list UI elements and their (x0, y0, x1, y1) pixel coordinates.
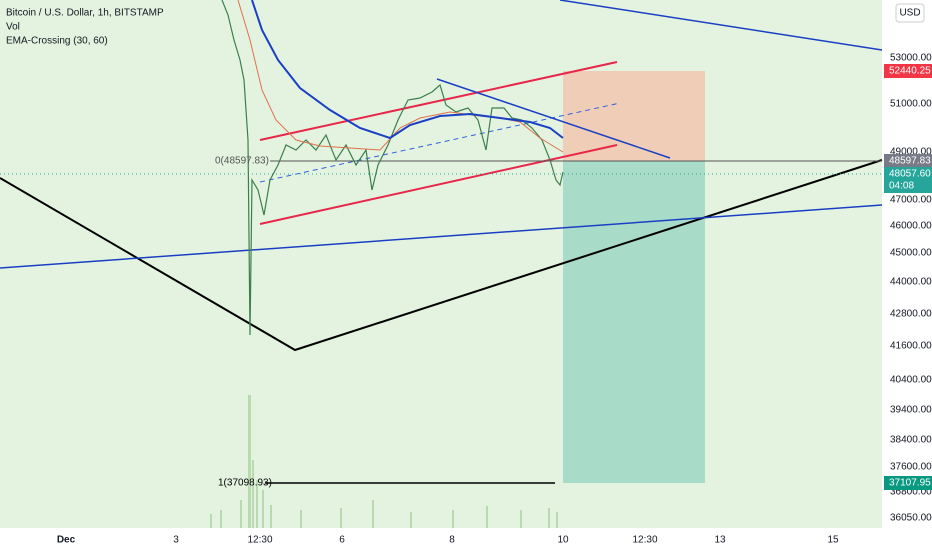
price-label: 47000.00 (890, 195, 932, 206)
price-label: 37600.00 (890, 462, 932, 473)
badge-text: 48597.83 (889, 156, 931, 167)
badge-text: 04:08 (889, 181, 914, 192)
black-trendline (0, 159, 883, 352)
badge-text: 48057.60 (889, 169, 931, 180)
price-label: 38400.00 (890, 435, 932, 446)
resistance-line (436, 78, 671, 159)
fib-label: 0(48597.83) (215, 156, 269, 167)
badge (884, 167, 932, 193)
badge (884, 476, 932, 490)
time-label: 8 (449, 535, 455, 546)
symbol-title: Bitcoin / U.S. Dollar, 1h, BITSTAMP (6, 8, 164, 19)
price-label: 44000.00 (890, 277, 932, 288)
fib-label: 1(37098.93) (218, 478, 272, 489)
badge-text: 37107.95 (889, 478, 931, 489)
time-label: 12:30 (632, 535, 657, 546)
price-axis-bg (882, 0, 932, 550)
currency-button[interactable] (895, 3, 925, 23)
price-label: 45000.00 (890, 248, 932, 259)
price-labels: 53000.00 51000.00 49000.00 47000.00 4600… (890, 53, 932, 524)
badge (884, 154, 932, 168)
price-label: 53000.00 (890, 53, 932, 64)
plot-background (0, 0, 882, 528)
time-label: 3 (173, 535, 179, 546)
target-zone (563, 71, 705, 161)
ema-slow (251, 0, 564, 140)
channel-bottom (259, 144, 618, 225)
channel-mid (259, 102, 621, 183)
stop-zone (563, 161, 705, 483)
price-label: 46000.00 (890, 221, 932, 232)
time-label: 15 (827, 535, 839, 546)
price-label: 49000.00 (890, 147, 932, 158)
price-label: 51000.00 (890, 99, 932, 110)
currency-label[interactable]: USD (899, 8, 920, 19)
price-label: 36050.00 (890, 513, 932, 524)
time-label: 12:30 (247, 535, 272, 546)
price-label: 42800.00 (890, 309, 932, 320)
price-label: 41600.00 (890, 341, 932, 352)
time-label: 13 (714, 535, 726, 546)
time-label: Dec (57, 535, 76, 546)
time-labels: Dec 3 12:30 6 8 10 12:30 13 15 (57, 535, 839, 546)
indicator-label: Vol (6, 22, 20, 33)
price-path (221, 0, 564, 336)
time-label: 6 (339, 535, 345, 546)
badge (884, 64, 932, 78)
blue-upper-line (559, 0, 883, 51)
time-axis-bg (0, 528, 882, 550)
time-label: 10 (557, 535, 569, 546)
indicator-label: EMA-Crossing (30, 60) (6, 36, 108, 47)
channel-top (259, 61, 618, 141)
price-label: 36800.00 (890, 487, 932, 498)
price-label: 39400.00 (890, 405, 932, 416)
badge-text: 52440.25 (889, 66, 931, 77)
volume-bars (210, 395, 558, 528)
price-label: 40400.00 (890, 375, 932, 386)
blue-trendline (0, 204, 883, 269)
